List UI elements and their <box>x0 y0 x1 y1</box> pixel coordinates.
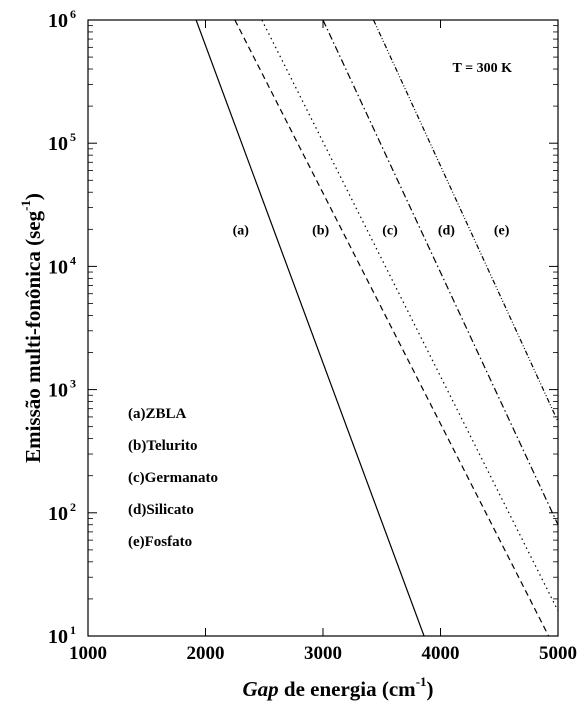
y-tick-label-base: 10 <box>48 133 68 155</box>
legend-entry: (b)Telurito <box>128 438 197 454</box>
y-tick-label: 10 <box>48 380 68 402</box>
x-tick-label: 1000 <box>69 643 107 664</box>
temperature-annotation: T = 300 K <box>453 61 513 76</box>
y-axis-label-text: Emissão multi-fonônica (seg <box>21 210 45 463</box>
y-tick-label: 10 <box>48 133 68 155</box>
y-tick-label: 10 <box>48 626 68 648</box>
legend-entry: (d)Silicato <box>128 502 194 518</box>
y-axis-label-close: ) <box>21 193 45 200</box>
series-line-5 <box>372 20 558 422</box>
y-tick-label-base: 10 <box>48 626 68 648</box>
legend-entry: (c)Germanato <box>128 470 218 486</box>
y-tick-label: 10 <box>48 256 68 278</box>
series-label: (e) <box>494 223 510 238</box>
series-line-2 <box>234 20 550 636</box>
y-tick-label-exponent: 6 <box>70 7 76 21</box>
y-tick-label-exponent: 2 <box>70 500 76 514</box>
series-label: (b) <box>312 223 329 238</box>
x-axis-label-text: de energia (cm <box>279 677 417 701</box>
x-axis-label-exp: -1 <box>416 674 427 689</box>
y-tick-label-exponent: 5 <box>70 130 76 144</box>
x-tick-label: 5000 <box>539 643 577 664</box>
series-label: (c) <box>382 223 398 238</box>
y-tick-label-base: 10 <box>48 256 68 278</box>
x-axis-label-close: ) <box>427 677 434 701</box>
y-tick-label-base: 10 <box>48 503 68 525</box>
y-tick-label-base: 10 <box>48 380 68 402</box>
series-line-4 <box>322 20 558 525</box>
x-tick-label: 2000 <box>187 643 225 664</box>
series-line-3 <box>261 20 558 612</box>
y-tick-label-exponent: 3 <box>70 377 76 391</box>
y-tick-label-exponent: 4 <box>70 253 76 267</box>
legend-entry: (a)ZBLA <box>128 406 187 422</box>
x-tick-label: 3000 <box>304 643 342 664</box>
y-axis-label: Emissão multi-fonônica (seg-1) <box>18 193 45 463</box>
y-tick-label-base: 10 <box>48 10 68 32</box>
x-axis-label-italic: Gap <box>242 677 278 701</box>
x-axis-label: Gap de energia (cm-1) <box>242 674 433 701</box>
y-axis-label-exp: -1 <box>18 200 33 211</box>
x-tick-label: 4000 <box>422 643 460 664</box>
series-label: (a) <box>233 223 250 238</box>
y-tick-label: 10 <box>48 503 68 525</box>
legend-entry: (e)Fosfato <box>128 534 192 550</box>
y-tick-label-exponent: 1 <box>70 623 76 637</box>
y-tick-label: 10 <box>48 10 68 32</box>
series-line-1 <box>195 20 425 636</box>
series-label: (d) <box>438 223 455 238</box>
